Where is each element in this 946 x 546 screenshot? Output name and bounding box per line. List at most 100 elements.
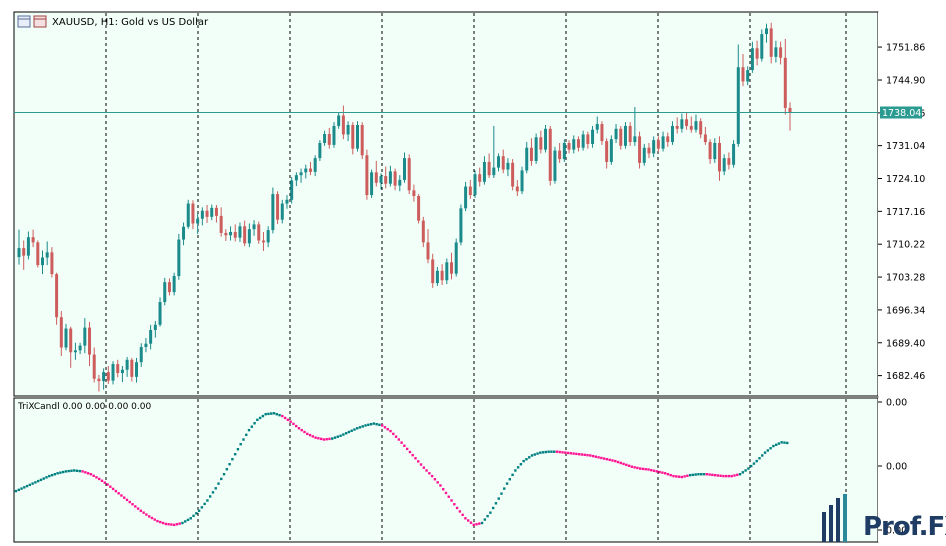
indicator-point bbox=[261, 414, 265, 418]
candle-body bbox=[652, 140, 656, 154]
candle-body bbox=[210, 207, 214, 217]
indicator-point bbox=[25, 484, 29, 488]
indicator-point bbox=[758, 457, 761, 460]
candle-body bbox=[64, 328, 68, 348]
candle-body bbox=[736, 67, 740, 144]
indicator-point bbox=[361, 425, 364, 428]
indicator-point bbox=[98, 477, 101, 481]
candle-body bbox=[783, 57, 787, 108]
candle-body bbox=[623, 125, 627, 146]
indicator-point bbox=[539, 451, 542, 454]
indicator-point bbox=[686, 474, 689, 477]
indicator-point bbox=[602, 457, 606, 460]
candle-body bbox=[459, 208, 463, 243]
candle-body bbox=[750, 48, 754, 71]
indicator-point bbox=[625, 463, 628, 467]
indicator-point bbox=[741, 471, 745, 474]
indicator-point bbox=[56, 472, 59, 475]
candle-body bbox=[788, 107, 792, 113]
chart-icons[interactable] bbox=[17, 15, 47, 28]
candle-body bbox=[158, 302, 162, 325]
indicator-point bbox=[511, 473, 514, 477]
candle-body bbox=[529, 147, 533, 161]
indicator-point bbox=[164, 522, 168, 526]
watermark-text: Prof.FX bbox=[863, 512, 946, 542]
candle-body bbox=[713, 142, 717, 160]
indicator-point bbox=[308, 433, 312, 437]
candle-body bbox=[774, 47, 778, 57]
candle-body bbox=[149, 329, 153, 344]
indicator-point bbox=[494, 502, 498, 505]
indicator-point bbox=[325, 438, 328, 441]
indicator-point bbox=[464, 517, 467, 520]
indicator-point bbox=[258, 416, 262, 420]
candle-body bbox=[374, 172, 378, 183]
indicator-point bbox=[214, 487, 217, 490]
indicator-point bbox=[586, 453, 589, 457]
candle-body bbox=[238, 226, 242, 238]
indicator-background bbox=[13, 397, 879, 543]
indicator-point bbox=[217, 482, 220, 485]
candle-body bbox=[22, 248, 26, 256]
candle-body bbox=[177, 239, 181, 277]
indicator-point bbox=[727, 474, 731, 478]
indicator-point bbox=[583, 453, 586, 457]
indicator-point bbox=[34, 481, 37, 484]
watermark-logo bbox=[822, 494, 847, 542]
indicator-point bbox=[442, 488, 445, 491]
indicator-point bbox=[663, 472, 667, 475]
indicator-point bbox=[508, 478, 512, 481]
indicator-point bbox=[594, 455, 598, 458]
candle-body bbox=[299, 172, 303, 176]
chart-window-icon[interactable] bbox=[33, 15, 47, 28]
indicator-point bbox=[483, 518, 487, 521]
indicator-point bbox=[92, 474, 95, 477]
indicator-point bbox=[780, 441, 783, 444]
candle-body bbox=[370, 172, 374, 196]
candle-body bbox=[304, 168, 308, 173]
indicator-point bbox=[644, 468, 647, 471]
candle-body bbox=[544, 128, 548, 150]
price-tick-label: 1710.22 bbox=[886, 240, 925, 251]
indicator-point bbox=[544, 450, 548, 454]
price-tick-label: 1682.46 bbox=[886, 371, 925, 382]
candle-body bbox=[111, 364, 115, 381]
candle-body bbox=[440, 270, 444, 281]
candle-body bbox=[506, 162, 510, 170]
indicator-point bbox=[622, 462, 625, 466]
indicator-point bbox=[272, 412, 276, 415]
candle-body bbox=[769, 28, 773, 57]
indicator-point bbox=[294, 424, 298, 428]
indicator-point bbox=[672, 474, 675, 478]
indicator-point bbox=[669, 473, 672, 477]
candle-body bbox=[130, 359, 134, 377]
candle-body bbox=[619, 128, 623, 146]
candle-body bbox=[445, 262, 449, 281]
candle-body bbox=[755, 48, 759, 59]
indicator-point bbox=[236, 448, 240, 451]
indicator-point bbox=[220, 477, 223, 481]
candle-body bbox=[355, 124, 359, 149]
indicator-point bbox=[414, 457, 417, 460]
candle-body bbox=[139, 347, 143, 363]
indicator-point bbox=[178, 522, 181, 525]
indicator-point bbox=[292, 422, 295, 426]
candle-body bbox=[576, 139, 580, 148]
candle-body bbox=[666, 136, 670, 143]
candle-body bbox=[478, 174, 482, 182]
indicator-point bbox=[139, 509, 143, 512]
indicator-point bbox=[350, 429, 353, 432]
indicator-point bbox=[322, 438, 326, 441]
indicator-point bbox=[522, 459, 525, 463]
indicator-point bbox=[167, 523, 170, 526]
candle-body bbox=[633, 136, 637, 143]
chart-properties-icon[interactable] bbox=[17, 15, 31, 28]
indicator-point bbox=[489, 511, 492, 514]
candle-body bbox=[717, 142, 721, 172]
candle-body bbox=[515, 186, 519, 192]
candle-body bbox=[69, 328, 73, 353]
candle-body bbox=[257, 224, 261, 241]
candle-body bbox=[388, 171, 392, 184]
indicator-point bbox=[297, 427, 301, 430]
